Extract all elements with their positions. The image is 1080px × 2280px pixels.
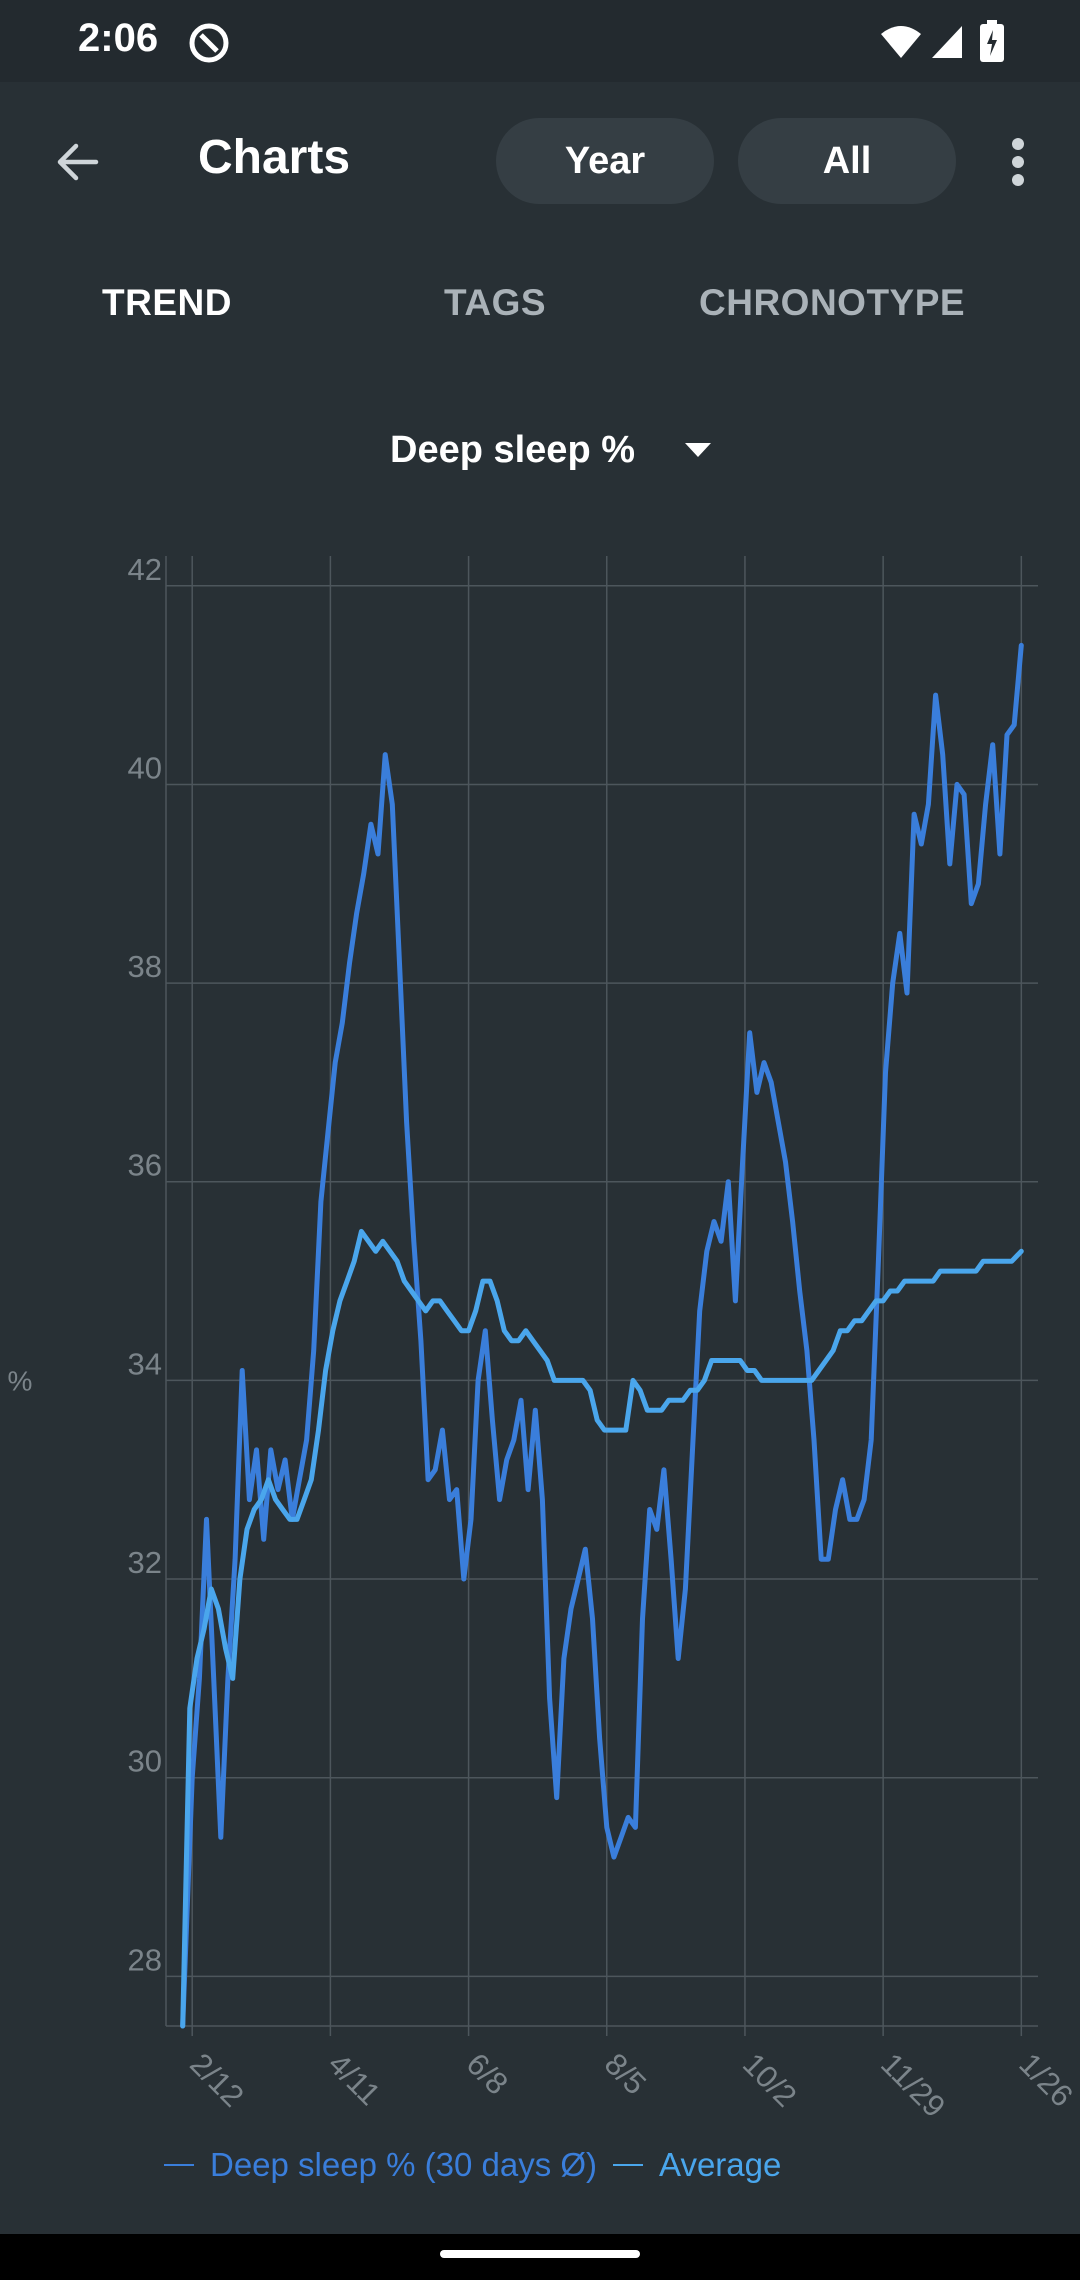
tab-chronotype[interactable]: CHRONOTYPE [699, 282, 966, 323]
status-bar: 2:06 [0, 0, 1080, 82]
all-button[interactable]: All [738, 118, 956, 204]
x-tick-label: 2/12 [183, 2046, 250, 2113]
x-tick-label: 8/5 [598, 2046, 653, 2101]
y-tick-label: 32 [128, 1545, 162, 1580]
x-tick-label: 11/29 [874, 2046, 952, 2124]
y-tick-label: 28 [128, 1942, 162, 1977]
tab-tags[interactable]: TAGS [444, 282, 547, 323]
deep-sleep-chart: 28 30 32 34 36 38 40 42 2/12 4/11 6/8 8/5 10/2 11/29… [8, 552, 1080, 2124]
series-line-30-day [180, 642, 1024, 2029]
navigation-bar [0, 2234, 1080, 2280]
y-tick-label: 40 [128, 750, 162, 785]
x-tick-label: 6/8 [460, 2046, 515, 2101]
x-axis-ticks: 2/12 4/11 6/8 8/5 10/2 11/29 1/26 [183, 2046, 1080, 2124]
tab-bar: TREND TAGS CHRONOTYPE [0, 242, 1080, 372]
chart-grid [165, 556, 1038, 2036]
y-tick-label: 34 [128, 1346, 162, 1381]
signal-icon [932, 26, 962, 58]
chart-series [180, 642, 1024, 2029]
legend-swatch-30-day [164, 2164, 194, 2166]
legend-swatch-average [613, 2164, 644, 2166]
y-tick-label: 30 [128, 1744, 162, 1779]
x-tick-label: 1/26 [1012, 2046, 1079, 2113]
legend-label-average: Average [659, 2146, 782, 2183]
dropdown-arrow-icon [685, 443, 711, 457]
page-title: Charts [198, 131, 351, 184]
home-indicator[interactable] [440, 2250, 640, 2258]
y-tick-label: 42 [128, 552, 162, 587]
status-time: 2:06 [78, 16, 159, 60]
app-bar: Charts Year All [0, 82, 1080, 242]
tab-trend[interactable]: TREND [102, 282, 232, 323]
metric-label: Deep sleep % [390, 428, 635, 471]
overflow-menu-button[interactable] [996, 130, 1040, 194]
y-axis-label: % [8, 1365, 33, 1396]
battery-charging-icon [980, 20, 1004, 62]
back-button[interactable] [40, 124, 116, 200]
x-tick-label: 4/11 [321, 2046, 387, 2112]
chart-legend: Deep sleep % (30 days Ø) Average [164, 2146, 797, 2184]
year-button[interactable]: Year [496, 118, 714, 204]
y-tick-label: 36 [128, 1148, 162, 1183]
y-tick-label: 38 [128, 949, 162, 984]
x-tick-label: 10/2 [736, 2046, 803, 2113]
wifi-icon [881, 26, 921, 58]
metric-dropdown[interactable]: Deep sleep % [390, 420, 711, 480]
legend-label-30-day: Deep sleep % (30 days Ø) [210, 2146, 598, 2183]
series-line-average [180, 1228, 1024, 2029]
arrow-left-icon [57, 143, 99, 181]
do-not-disturb-icon [189, 23, 229, 63]
y-axis-ticks: 28 30 32 34 36 38 40 42 [128, 552, 162, 1978]
more-vert-icon [1012, 138, 1024, 186]
